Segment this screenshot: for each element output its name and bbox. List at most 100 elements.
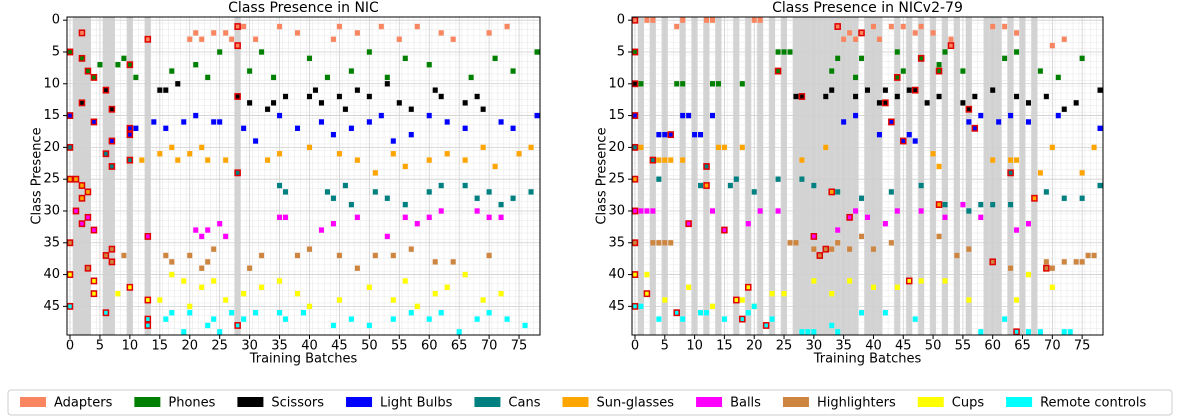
- class-marker: [372, 189, 378, 195]
- new-class-marker: [234, 23, 241, 30]
- class-marker: [223, 297, 229, 303]
- class-marker: [354, 87, 360, 93]
- class-marker: [1049, 42, 1055, 49]
- shaded-batch: [965, 17, 972, 335]
- class-marker: [402, 163, 408, 170]
- class-marker: [205, 157, 211, 163]
- class-marker: [709, 112, 715, 119]
- class-marker: [1008, 157, 1014, 163]
- class-marker: [277, 112, 283, 119]
- class-marker: [918, 278, 924, 284]
- class-marker: [662, 157, 668, 163]
- new-class-marker: [108, 137, 116, 145]
- class-marker: [133, 74, 139, 81]
- shaded-batch: [864, 17, 871, 335]
- class-marker: [462, 182, 468, 189]
- class-marker: [698, 131, 704, 138]
- new-class-marker: [84, 188, 92, 196]
- class-marker: [644, 271, 650, 278]
- class-marker: [704, 17, 710, 23]
- class-marker: [859, 310, 865, 316]
- legend-box: [7, 389, 1173, 416]
- new-class-marker: [144, 296, 152, 304]
- class-marker: [366, 119, 372, 125]
- class-marker: [775, 208, 781, 214]
- shaded-batch: [822, 17, 829, 335]
- new-class-marker: [90, 277, 98, 285]
- class-marker: [402, 214, 408, 221]
- class-marker: [438, 182, 444, 189]
- class-marker: [888, 189, 894, 195]
- class-marker: [793, 93, 799, 100]
- class-marker: [942, 49, 948, 55]
- x-tick-label: 60: [421, 339, 438, 354]
- class-marker: [751, 303, 757, 310]
- x-tick-label: 25: [211, 339, 228, 354]
- class-marker: [330, 195, 336, 201]
- class-marker: [187, 310, 193, 316]
- class-marker: [721, 316, 727, 322]
- new-class-marker: [631, 207, 639, 215]
- class-marker: [498, 201, 504, 208]
- class-marker: [378, 23, 384, 30]
- class-marker: [450, 36, 456, 42]
- class-marker: [528, 189, 534, 195]
- class-marker: [775, 49, 781, 55]
- class-marker: [450, 259, 456, 265]
- class-marker: [936, 93, 942, 100]
- class-marker: [870, 284, 876, 290]
- class-marker: [414, 221, 420, 227]
- shaded-batch: [649, 17, 656, 335]
- class-marker: [283, 189, 289, 195]
- class-marker: [468, 74, 474, 81]
- class-marker: [811, 182, 817, 189]
- class-marker: [835, 240, 841, 246]
- new-class-marker: [78, 29, 86, 37]
- class-marker: [253, 310, 259, 316]
- x-tick-label: 60: [984, 339, 1001, 354]
- x-tick-label: 70: [1044, 339, 1061, 354]
- new-class-marker: [72, 207, 80, 215]
- class-marker: [384, 195, 390, 201]
- new-class-marker: [971, 124, 979, 132]
- class-marker: [115, 290, 121, 297]
- class-marker: [271, 74, 277, 81]
- class-marker: [259, 49, 265, 55]
- class-marker: [704, 310, 710, 316]
- class-marker: [163, 87, 169, 93]
- class-marker: [498, 214, 504, 221]
- class-marker: [241, 316, 247, 322]
- class-marker: [942, 214, 948, 221]
- class-marker: [1037, 68, 1043, 74]
- new-class-marker: [234, 93, 241, 100]
- legend-label: Cans: [508, 396, 540, 411]
- class-marker: [486, 310, 492, 316]
- chart-title: Class Presence in NIC: [228, 0, 379, 16]
- legend-swatch: [20, 397, 46, 407]
- new-class-marker: [234, 42, 241, 50]
- class-marker: [1061, 36, 1067, 42]
- class-marker: [924, 100, 930, 106]
- legend-swatch: [474, 397, 501, 407]
- class-marker: [978, 112, 984, 119]
- y-tick-label: 30: [608, 203, 625, 218]
- class-marker: [680, 17, 686, 23]
- class-marker: [486, 189, 492, 195]
- class-marker: [1049, 265, 1055, 271]
- class-marker: [966, 208, 972, 214]
- class-marker: [1014, 227, 1020, 233]
- class-marker: [247, 265, 253, 271]
- class-marker: [390, 138, 396, 144]
- shaded-batch: [953, 17, 960, 335]
- plot-frame: [66, 16, 541, 336]
- class-marker: [480, 144, 486, 151]
- new-class-marker: [828, 188, 835, 196]
- new-class-marker: [90, 118, 98, 126]
- class-marker: [205, 227, 211, 233]
- class-marker: [1055, 112, 1061, 119]
- class-marker: [324, 189, 330, 195]
- class-marker: [1049, 144, 1055, 151]
- class-marker: [277, 23, 283, 30]
- shaded-batch: [995, 17, 1002, 335]
